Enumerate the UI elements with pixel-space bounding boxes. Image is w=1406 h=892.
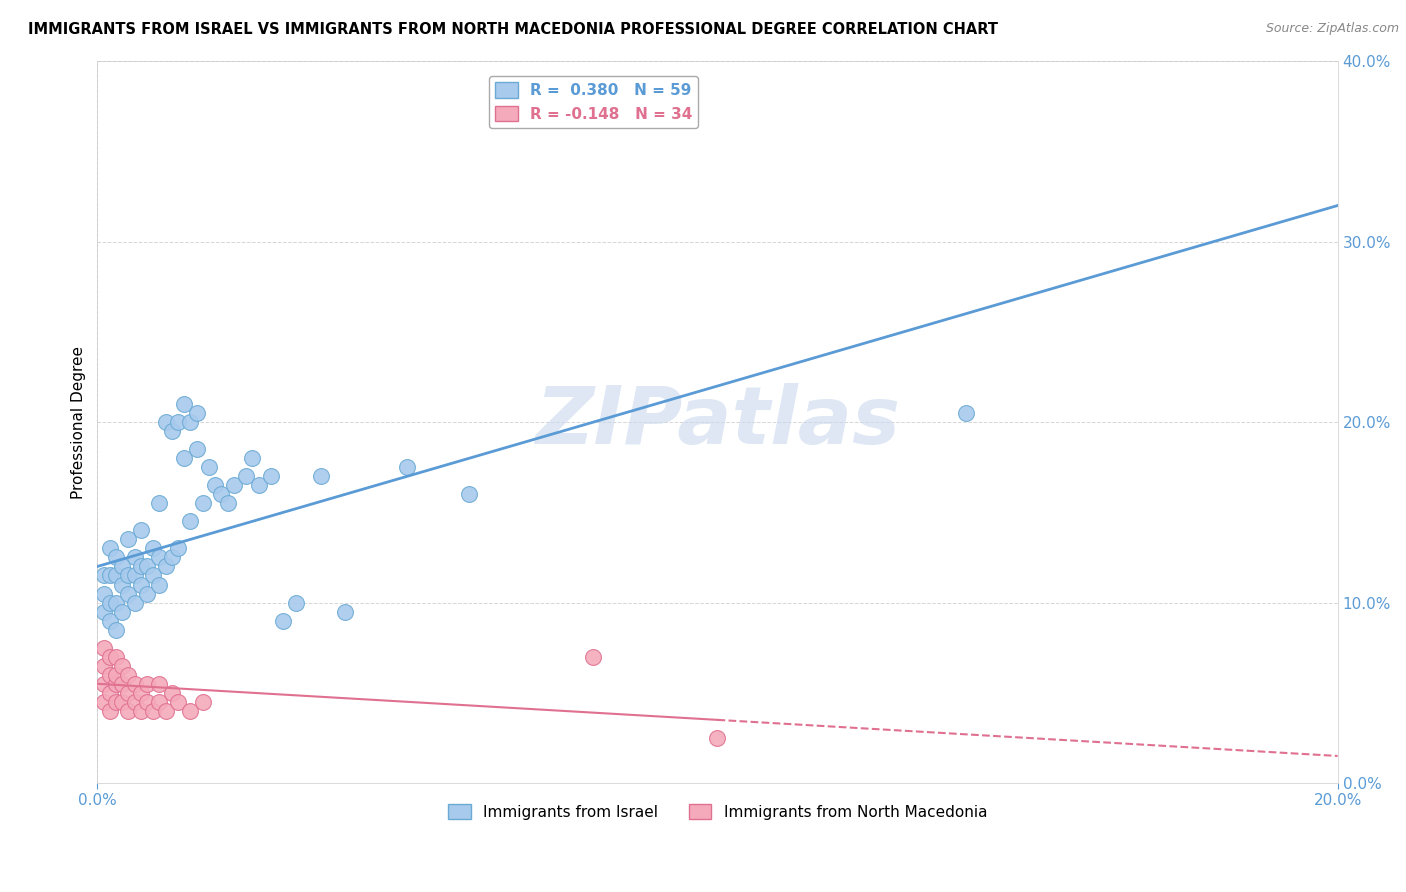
Point — [148, 577, 170, 591]
Point — [98, 596, 121, 610]
Point — [93, 695, 115, 709]
Point — [155, 704, 177, 718]
Point — [136, 559, 159, 574]
Point — [217, 496, 239, 510]
Point — [124, 568, 146, 582]
Text: Source: ZipAtlas.com: Source: ZipAtlas.com — [1265, 22, 1399, 36]
Point — [155, 559, 177, 574]
Point — [198, 460, 221, 475]
Point — [186, 406, 208, 420]
Point — [98, 541, 121, 556]
Point — [104, 649, 127, 664]
Point — [104, 550, 127, 565]
Point — [93, 605, 115, 619]
Text: ZIPatlas: ZIPatlas — [536, 383, 900, 461]
Point — [148, 677, 170, 691]
Point — [179, 704, 201, 718]
Point — [142, 568, 165, 582]
Point — [93, 658, 115, 673]
Point — [104, 695, 127, 709]
Point — [222, 478, 245, 492]
Legend: Immigrants from Israel, Immigrants from North Macedonia: Immigrants from Israel, Immigrants from … — [441, 797, 993, 826]
Point — [136, 677, 159, 691]
Point — [98, 649, 121, 664]
Point — [148, 695, 170, 709]
Point — [191, 496, 214, 510]
Point — [129, 559, 152, 574]
Y-axis label: Professional Degree: Professional Degree — [72, 345, 86, 499]
Point — [124, 596, 146, 610]
Point — [104, 677, 127, 691]
Point — [117, 667, 139, 681]
Point — [117, 686, 139, 700]
Point — [104, 667, 127, 681]
Point — [111, 695, 134, 709]
Point — [273, 614, 295, 628]
Point — [104, 623, 127, 637]
Point — [160, 686, 183, 700]
Point — [582, 649, 605, 664]
Point — [160, 550, 183, 565]
Point — [242, 451, 264, 466]
Point — [458, 487, 481, 501]
Point — [955, 406, 977, 420]
Point — [284, 596, 307, 610]
Point — [260, 469, 283, 483]
Point — [148, 496, 170, 510]
Point — [179, 415, 201, 429]
Point — [129, 577, 152, 591]
Point — [136, 695, 159, 709]
Text: IMMIGRANTS FROM ISRAEL VS IMMIGRANTS FROM NORTH MACEDONIA PROFESSIONAL DEGREE CO: IMMIGRANTS FROM ISRAEL VS IMMIGRANTS FRO… — [28, 22, 998, 37]
Point — [179, 514, 201, 528]
Point — [186, 442, 208, 457]
Point — [124, 677, 146, 691]
Point — [117, 533, 139, 547]
Point — [117, 704, 139, 718]
Point — [129, 686, 152, 700]
Point — [117, 568, 139, 582]
Point — [142, 704, 165, 718]
Point — [93, 586, 115, 600]
Point — [98, 704, 121, 718]
Point — [98, 686, 121, 700]
Point — [142, 541, 165, 556]
Point — [167, 541, 190, 556]
Point — [706, 731, 728, 745]
Point — [124, 695, 146, 709]
Point — [396, 460, 419, 475]
Point — [167, 415, 190, 429]
Point — [111, 677, 134, 691]
Point — [160, 424, 183, 438]
Point — [173, 397, 195, 411]
Point — [247, 478, 270, 492]
Point — [98, 667, 121, 681]
Point — [173, 451, 195, 466]
Point — [111, 658, 134, 673]
Point — [93, 677, 115, 691]
Point — [204, 478, 226, 492]
Point — [98, 568, 121, 582]
Point — [155, 415, 177, 429]
Point — [93, 640, 115, 655]
Point — [148, 550, 170, 565]
Point — [309, 469, 332, 483]
Point — [111, 559, 134, 574]
Point — [209, 487, 232, 501]
Point — [191, 695, 214, 709]
Point — [104, 568, 127, 582]
Point — [98, 614, 121, 628]
Point — [124, 550, 146, 565]
Point — [335, 605, 357, 619]
Point — [111, 605, 134, 619]
Point — [136, 586, 159, 600]
Point — [111, 577, 134, 591]
Point — [167, 695, 190, 709]
Point — [104, 596, 127, 610]
Point — [117, 586, 139, 600]
Point — [235, 469, 257, 483]
Point — [129, 524, 152, 538]
Point — [129, 704, 152, 718]
Point — [93, 568, 115, 582]
